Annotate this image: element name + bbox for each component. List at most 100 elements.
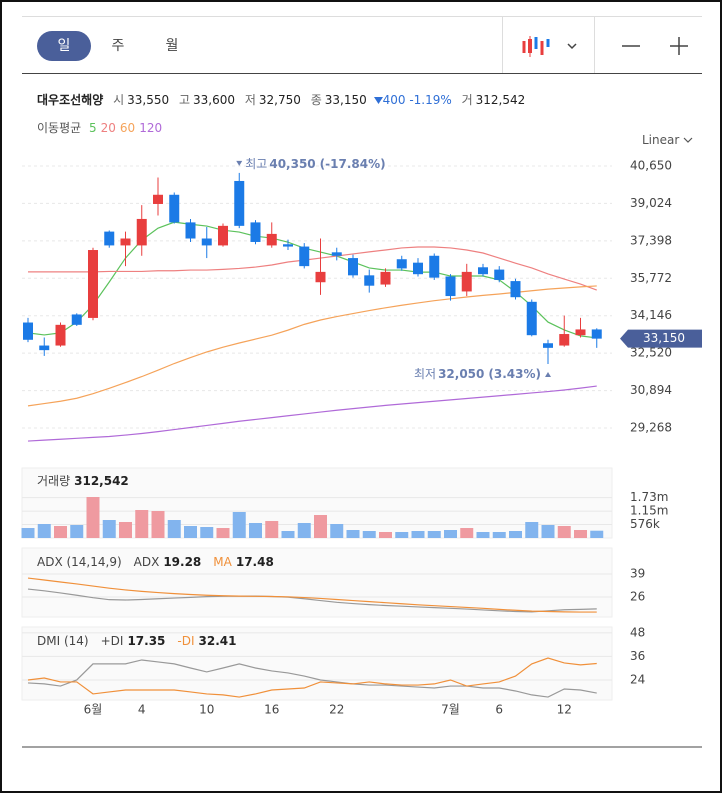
y-tick-label: 26 [630,590,645,604]
annotation-pct: (-17.84%) [320,156,386,170]
candle-body [559,334,570,346]
y-tick-label: 39 [630,567,645,581]
candle-body [88,250,98,318]
separator [502,17,503,73]
volume-bar [184,526,197,538]
volume-bar [249,522,262,538]
x-tick-label: 10 [199,703,214,717]
annotation-value: 40,350 [269,156,315,170]
down-arrow [373,97,383,104]
candle-body [396,259,407,269]
change: 400 [382,93,406,107]
volume-bar [492,532,506,538]
period-week[interactable]: 주 [111,38,125,54]
candle-body [380,271,391,285]
volume-bar [135,510,149,538]
y-tick-label: 1.15m [630,504,668,518]
candle-body [39,345,50,351]
candle-body [543,343,553,348]
candle-body [429,255,440,278]
panel-legend: DMI (14) +DI 17.35 -DI 32.41 [37,634,236,648]
period-month[interactable]: 월 [165,38,179,54]
y-tick-label: 24 [630,672,645,686]
volume-bar [102,520,116,538]
candle-body [71,314,82,325]
legend-value: 17.35 [127,634,165,648]
series-line [27,659,597,698]
panel-title: 거래량 [37,474,70,488]
field-label: 종 [310,93,322,107]
legend-entry: 60 [119,121,136,135]
x-tick-label: 6월 [84,703,103,717]
period-day[interactable]: 일 [37,31,91,61]
candle-body [299,246,310,267]
annotation-text: 최저 [414,366,436,380]
legend-entry: +DI [101,634,124,648]
x-tick-label: 7월 [441,703,460,717]
y-tick-label: 1.73m [630,490,668,504]
y-tick-label: 48 [630,625,645,639]
candle-body [575,329,586,336]
volume-bar [314,514,327,538]
volume-bar [21,528,35,538]
candle-body [250,222,261,242]
volume-bar [362,531,376,538]
legend-entry: 20 [100,121,116,135]
separator [594,17,595,73]
candle-body [315,271,326,283]
x-tick-label: 12 [557,703,572,717]
zoom-controls[interactable] [618,33,698,59]
volume-bar [167,520,181,538]
y-tick-label: 34,146 [630,308,672,322]
candle-body [413,262,423,275]
legend-entry: MA [213,555,232,569]
field-label: 저 [244,93,256,107]
candle-body [510,281,521,298]
price-tag [620,329,702,348]
panel [21,547,613,618]
candle-body [153,194,163,204]
chevron [683,137,693,143]
scale-label: Linear [642,133,680,147]
volume-bar [232,512,246,538]
candle-body [478,267,488,275]
annotation-pct: (3.43%) [488,366,541,380]
marker-arrow [236,160,243,166]
volume-bar [395,532,409,538]
candle-body [266,233,277,246]
candle-body [120,238,131,246]
x-tick-label: 22 [329,703,344,717]
field-value: 312,542 [475,93,526,107]
y-tick-label: 29,268 [630,420,672,434]
volume-bar [460,528,474,538]
field-value: 33,550 [127,93,170,107]
volume-bar [509,531,522,538]
volume-bar [70,525,84,538]
series-line [27,657,597,698]
stock-name: 대우조선해양 [37,93,104,107]
candle-body [55,324,66,346]
field-value: 33,150 [324,93,367,107]
volume-bar [557,526,571,538]
ma-title: 이동평균 [37,121,82,135]
ma-legend: 이동평균 5 20 60 120 [37,119,166,136]
volume-bar [216,528,230,538]
candle-body [283,244,293,247]
volume-bar [476,532,490,538]
candle-body [185,222,196,239]
volume-bar [444,529,457,538]
candle-body [136,218,147,246]
scale-selector[interactable]: Linear [642,133,693,147]
series-line [28,246,597,291]
field-value: 33,600 [193,93,235,107]
legend-entry: ADX [134,555,160,569]
volume-bar [297,522,311,538]
candle-body [348,258,358,276]
volume-bar [346,529,360,538]
series-line [27,221,597,339]
chart-type-button[interactable] [520,33,584,59]
volume-bar [200,527,214,538]
volume-bar [265,520,279,538]
candle-body [364,275,375,286]
